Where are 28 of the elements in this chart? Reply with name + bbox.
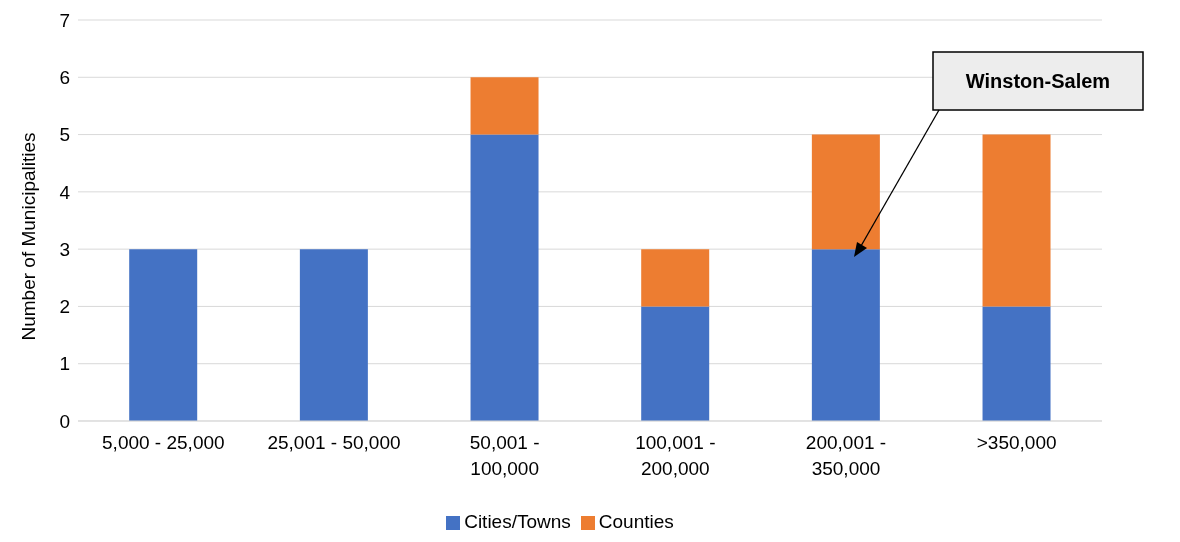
bar [641, 306, 710, 421]
bar [982, 306, 1051, 421]
bar [299, 249, 368, 421]
x-tick-label: 200,001 - 350,000 [805, 432, 887, 479]
x-tick-label: 5,000 - 25,000 [102, 432, 225, 453]
bar [470, 77, 539, 135]
y-tick-label: 2 [59, 296, 70, 318]
bar [811, 134, 880, 250]
annotation: Winston-Salem [965, 70, 1111, 92]
bar [641, 249, 710, 307]
y-tick-label: 4 [59, 181, 71, 203]
legend-label: Counties [598, 511, 674, 532]
y-tick-label: 5 [59, 124, 70, 146]
x-tick-label: >350,000 [976, 432, 1057, 453]
x-tick-label: 25,001 - 50,000 [267, 432, 401, 453]
y-tick-label: 0 [59, 410, 70, 432]
bar [470, 134, 539, 421]
y-axis-title: Number of Municipalities [17, 132, 39, 341]
bar [129, 249, 198, 421]
x-tick-label: 50,001 - 100,000 [469, 432, 540, 479]
y-tick-label: 6 [59, 67, 70, 89]
legend-label: Cities/Towns [464, 511, 571, 532]
y-tick-label: 1 [59, 353, 70, 375]
y-tick-label: 7 [59, 9, 70, 31]
y-tick-label: 3 [59, 238, 70, 260]
bar [811, 249, 880, 421]
bar [982, 134, 1051, 307]
x-tick-label: 100,001 - 200,000 [635, 432, 716, 479]
